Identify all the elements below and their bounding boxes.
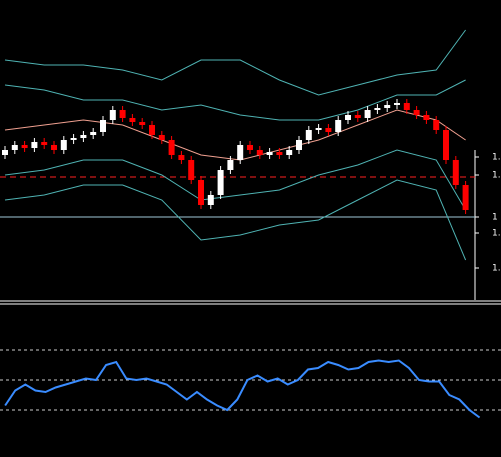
y-tick-label: 1.: [492, 229, 501, 239]
candle-body: [462, 185, 469, 210]
candle-body: [266, 152, 273, 155]
candle-body: [70, 138, 77, 140]
candle-body: [325, 128, 332, 132]
candle-body: [374, 108, 381, 110]
candle-body: [384, 105, 391, 108]
band-line: [4, 149, 467, 211]
y-tick-label: 1.: [492, 171, 501, 181]
candle-body: [256, 150, 263, 155]
candle-body: [452, 160, 459, 185]
y-tick-label: 1.: [492, 153, 501, 163]
candle-body: [109, 110, 116, 120]
candle-body: [207, 195, 214, 205]
candle-body: [188, 160, 195, 180]
candle-body: [345, 115, 351, 120]
candle-body: [11, 145, 18, 150]
candle-body: [237, 145, 244, 160]
candle-body: [168, 140, 175, 155]
candle-body: [80, 135, 87, 138]
candle-body: [51, 145, 57, 150]
candle-body: [149, 125, 155, 135]
candle-body: [247, 145, 253, 150]
candle-body: [364, 110, 371, 118]
candle-body: [119, 110, 126, 118]
candle-body: [335, 120, 342, 132]
candle-body: [443, 130, 449, 160]
candle-body: [158, 135, 165, 140]
band-line: [4, 79, 466, 121]
candle-body: [31, 142, 38, 148]
candle-body: [2, 150, 8, 155]
candle-body: [394, 103, 400, 105]
candle-body: [198, 180, 204, 205]
candle-body: [217, 170, 224, 195]
oscillator-line: [4, 359, 481, 419]
candle-body: [276, 152, 283, 155]
candle-body: [305, 130, 312, 140]
candle-body: [129, 118, 136, 122]
candle-body: [296, 140, 302, 150]
candle-body: [41, 142, 48, 145]
candle-body: [21, 145, 28, 148]
candle-body: [139, 122, 146, 125]
candle-body: [90, 132, 97, 135]
candle-body: [403, 103, 410, 110]
candle-body: [227, 160, 234, 170]
candle-body: [423, 115, 430, 120]
candle-body: [354, 115, 361, 118]
y-tick-label: 1: [492, 213, 498, 223]
candle-body: [178, 155, 185, 160]
candle-body: [60, 140, 67, 150]
candle-body: [315, 128, 322, 130]
candle-body: [286, 150, 293, 155]
y-tick-label: 1.: [492, 264, 501, 274]
candle-body: [433, 120, 440, 130]
band-line: [4, 29, 467, 96]
candle-body: [100, 120, 106, 132]
band-line: [4, 179, 467, 261]
candle-body: [413, 110, 420, 115]
